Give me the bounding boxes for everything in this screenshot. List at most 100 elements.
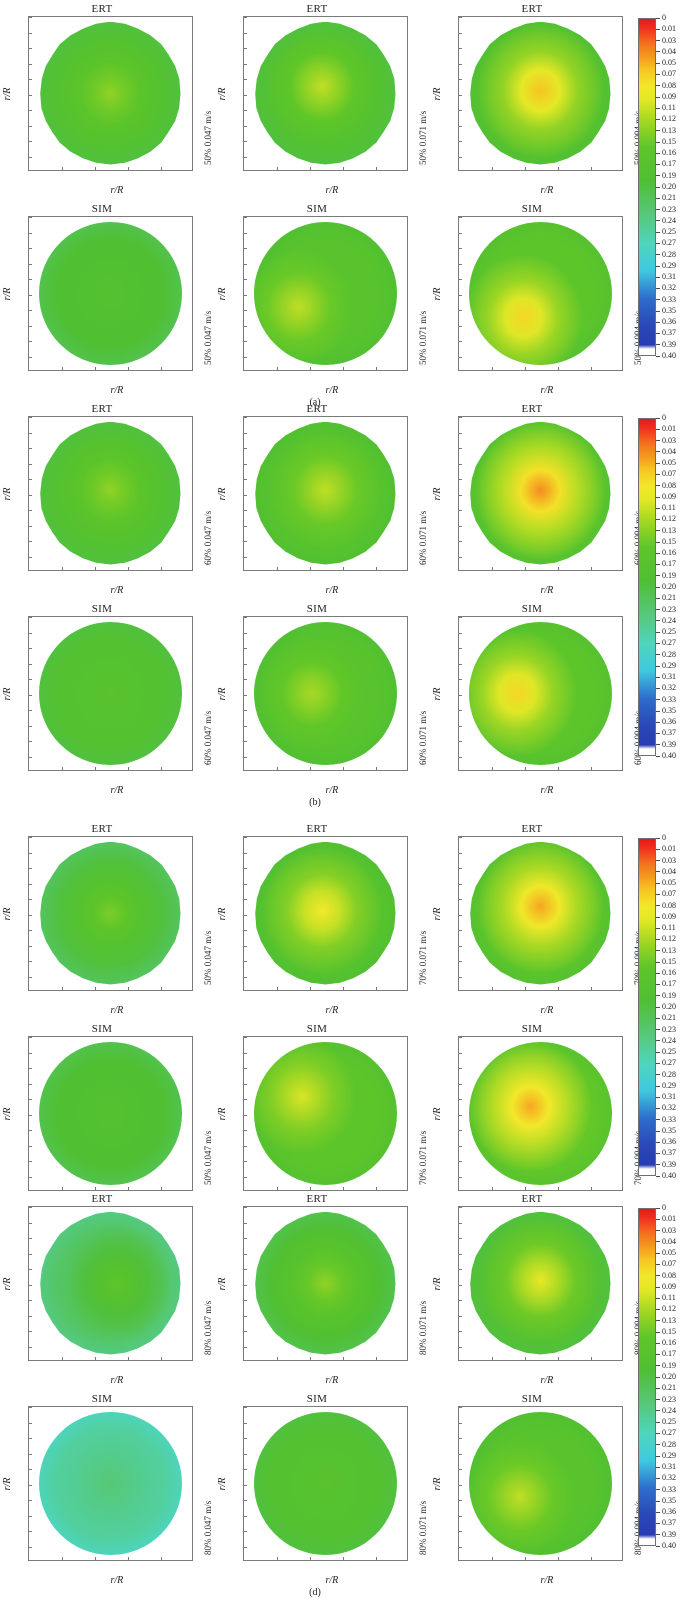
- colorbar-tick-mark: [656, 1275, 660, 1277]
- plot-axes: 1.00.80.60.40.20-0.2-0.4-0.6-0.8-1.0-0.6…: [243, 1036, 408, 1191]
- y-tick-mark: [244, 325, 247, 327]
- colorbar-tick-label: 0: [656, 834, 666, 842]
- y-tick-mark: [459, 417, 462, 418]
- y-tick-mark: [29, 1484, 32, 1486]
- holdup-peak-region: [480, 1216, 601, 1344]
- colorbar-tick-mark: [656, 995, 660, 997]
- y-tick-mark: [244, 1099, 247, 1100]
- y-axis-label: r/R: [216, 1477, 228, 1490]
- y-axis-label: r/R: [216, 1277, 228, 1290]
- holdup-peak-region: [475, 421, 606, 560]
- x-tick-mark: [128, 1557, 129, 1560]
- panel-title: SIM: [306, 1393, 328, 1405]
- condition-label: 80% 0.047 m/s: [203, 1300, 213, 1355]
- plot-axes: 1.00.80.60.40.20-0.2-0.4-0.6-0.8-1.0-0.6…: [28, 416, 193, 571]
- x-tick-mark: [128, 987, 129, 990]
- holdup-peak-region: [262, 846, 382, 974]
- x-tick-mark: [376, 1357, 377, 1360]
- colorbar-gradient: [638, 1208, 656, 1546]
- colorbar-tick-label: 0.32: [656, 684, 676, 692]
- y-tick-mark: [244, 1222, 247, 1224]
- y-tick-mark: [459, 1469, 462, 1470]
- colorbar-tick-label: 0.31: [656, 273, 676, 281]
- y-tick-mark: [29, 930, 32, 931]
- x-tick-mark: [62, 767, 63, 770]
- panel-title: SIM: [306, 203, 328, 215]
- y-tick-mark: [244, 617, 247, 618]
- x-tick-mark: [525, 367, 526, 370]
- colorbar-tick-mark: [656, 1511, 660, 1513]
- y-tick-mark: [29, 1284, 32, 1286]
- y-tick-mark: [244, 1546, 247, 1548]
- colorbar-tick-mark: [656, 440, 660, 442]
- ert-tomogram: [470, 1211, 611, 1355]
- colorbar-tick-mark: [656, 1523, 660, 1525]
- colorbar-tick-label: 0.11: [656, 1294, 676, 1302]
- y-tick-mark: [244, 1300, 247, 1301]
- y-tick-mark: [29, 1052, 32, 1054]
- x-tick-mark: [128, 367, 129, 370]
- y-tick-mark: [29, 694, 32, 696]
- x-tick-mark: [591, 767, 592, 770]
- colorbar-tick-mark: [656, 1153, 660, 1155]
- panel-title: ERT: [521, 403, 543, 415]
- colorbar-tick-label: 0.20: [656, 583, 676, 591]
- colorbar-tick-label: 0.35: [656, 1126, 676, 1135]
- y-tick-mark: [459, 217, 462, 218]
- y-tick-mark: [29, 961, 32, 962]
- x-tick-mark: [277, 987, 278, 990]
- colorbar-tick-mark: [656, 73, 660, 75]
- colorbar-tick-label: 0.19: [656, 571, 676, 580]
- y-axis-label: r/R: [1, 287, 13, 300]
- colorbar-tick-mark: [656, 1252, 660, 1254]
- colorbar-tick-mark: [656, 96, 660, 98]
- y-tick-mark: [29, 868, 32, 869]
- x-tick-mark: [492, 367, 493, 370]
- colorbar-tick-label: 0.01: [656, 845, 676, 853]
- panel-title: SIM: [91, 1023, 113, 1035]
- y-tick-mark: [459, 1515, 462, 1517]
- y-tick-mark: [29, 1145, 32, 1147]
- x-tick-mark: [95, 767, 96, 770]
- colorbar-tick-mark: [656, 1500, 660, 1502]
- subfigure-letter: (a): [309, 397, 321, 408]
- y-tick-mark: [29, 1269, 32, 1270]
- colorbar-tick-label: 0.27: [656, 239, 676, 247]
- y-axis-label: r/R: [431, 1107, 443, 1120]
- colorbar-tick-label: 0.03: [656, 436, 676, 445]
- colorbar-tick-label: 0.37: [656, 729, 676, 737]
- x-tick-mark: [161, 1187, 162, 1190]
- x-tick-mark: [161, 767, 162, 770]
- colorbar-tick-mark: [656, 333, 660, 335]
- y-tick-mark: [459, 1083, 462, 1085]
- colorbar-tick-label: 0.09: [656, 492, 676, 501]
- panel-title: ERT: [91, 403, 113, 415]
- ert-tomogram: [470, 841, 611, 985]
- colorbar-tick-label: 0.29: [656, 661, 676, 670]
- y-tick-mark: [29, 1346, 32, 1348]
- condition-label: 50% 0.071 m/s: [418, 310, 428, 365]
- y-tick-mark: [244, 1161, 247, 1162]
- x-tick-mark: [492, 167, 493, 170]
- y-tick-mark: [459, 961, 462, 962]
- colorbar-tick-mark: [656, 950, 660, 952]
- x-tick-mark: [62, 987, 63, 990]
- y-tick-mark: [244, 725, 247, 727]
- x-tick-mark: [95, 567, 96, 570]
- x-tick-mark: [277, 567, 278, 570]
- y-axis-label: r/R: [431, 87, 443, 100]
- colorbar-tick-mark: [656, 496, 660, 498]
- colorbar-tick-mark: [656, 882, 660, 884]
- colorbar-tick-label: 0.08: [656, 1271, 676, 1280]
- colorbar-tick-mark: [656, 321, 660, 323]
- colorbar-tick-label: 0.29: [656, 1451, 676, 1460]
- y-tick-mark: [29, 1315, 32, 1317]
- colorbar-tick-mark: [656, 1108, 660, 1110]
- plot-axes: 1.00.80.60.40.20-0.2-0.4-0.6-0.8-1.0-0.6…: [28, 1406, 193, 1561]
- y-tick-mark: [459, 1114, 462, 1116]
- y-axis-label: r/R: [216, 487, 228, 500]
- colorbar-tick-label: 0.40: [656, 1542, 676, 1550]
- colorbar-tick-label: 0.12: [656, 515, 676, 523]
- y-tick-mark: [459, 617, 462, 618]
- y-tick-mark: [244, 1083, 247, 1085]
